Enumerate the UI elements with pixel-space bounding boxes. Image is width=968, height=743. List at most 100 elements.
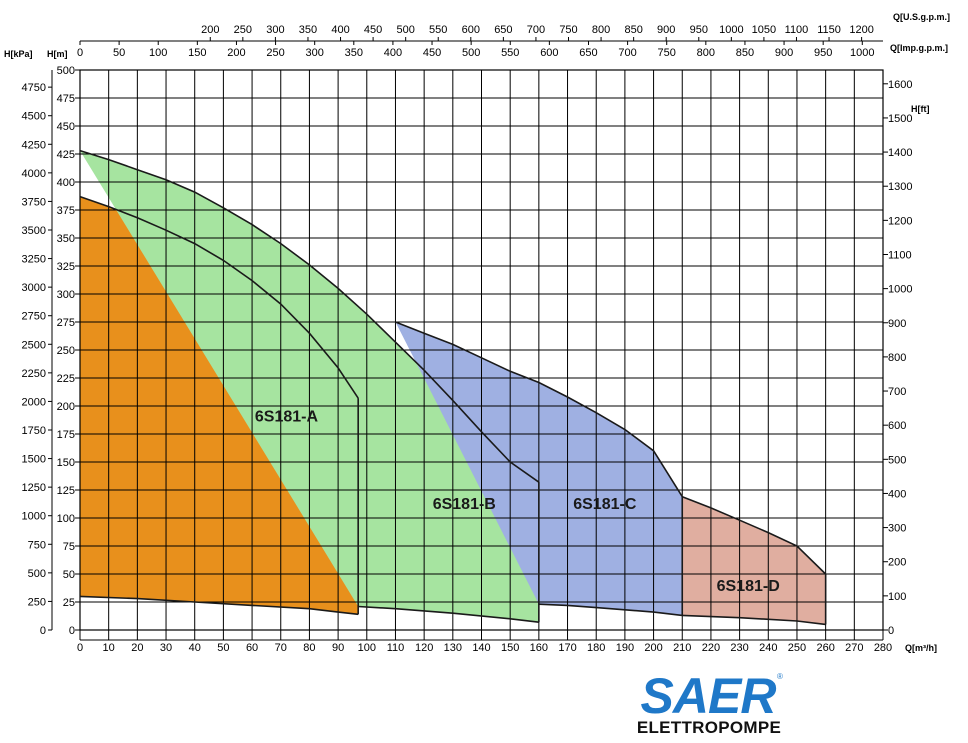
- usgpm-tick-label: 650: [494, 24, 512, 36]
- x-tick-label: 120: [415, 642, 433, 654]
- y-ft-tick-label: 900: [888, 318, 906, 330]
- y-ft-tick-label: 1000: [888, 284, 912, 296]
- x-tick-label: 0: [77, 642, 83, 654]
- impgpm-tick-label: 500: [462, 47, 480, 59]
- y-kpa-tick-label: 1250: [22, 482, 46, 494]
- impgpm-tick-label: 850: [736, 47, 754, 59]
- x-tick-label: 40: [189, 642, 201, 654]
- y-kpa-tick-label: 3500: [22, 225, 46, 237]
- usgpm-tick-label: 950: [690, 24, 708, 36]
- x-tick-label: 70: [275, 642, 287, 654]
- y-kpa-tick-label: 3000: [22, 282, 46, 294]
- x-tick-label: 180: [587, 642, 605, 654]
- impgpm-tick-label: 200: [227, 47, 245, 59]
- curve-upper-6s181-d: [682, 495, 827, 575]
- impgpm-tick-label: 0: [77, 47, 83, 59]
- y-kpa-tick-label: 4250: [22, 139, 46, 151]
- x-tick-label: 220: [702, 642, 720, 654]
- y-ft-tick-label: 200: [888, 557, 906, 569]
- y-kpa-tick-label: 1500: [22, 454, 46, 466]
- y-m-tick-label: 250: [57, 345, 75, 357]
- y-ft-tick-label: 600: [888, 420, 906, 432]
- impgpm-tick-label: 600: [540, 47, 558, 59]
- region-6s181-d: [682, 496, 826, 625]
- x-tick-label: 270: [845, 642, 863, 654]
- y-ft-tick-label: 300: [888, 523, 906, 535]
- h-ft-axis-title: H[ft]: [911, 104, 930, 114]
- impgpm-tick-label: 400: [384, 47, 402, 59]
- saer-logo: SAER ® ELETTROPOMPE: [633, 668, 785, 740]
- curve-lower-6s181-b: [358, 605, 539, 623]
- x-tick-label: 110: [387, 642, 405, 654]
- h-m-axis-title: H[m]: [47, 49, 68, 59]
- logo-brand: SAER: [640, 668, 777, 724]
- y-m-tick-label: 300: [57, 289, 75, 301]
- impgpm-tick-label: 50: [113, 47, 125, 59]
- y-m-tick-label: 400: [57, 177, 75, 189]
- impgpm-tick-label: 950: [814, 47, 832, 59]
- usgpm-tick-label: 600: [462, 24, 480, 36]
- x-tick-label: 200: [644, 642, 662, 654]
- y-m-tick-label: 75: [63, 541, 75, 553]
- y-ft-tick-label: 1500: [888, 113, 912, 125]
- y-kpa-tick-label: 1000: [22, 511, 46, 523]
- y-m-tick-label: 25: [63, 597, 75, 609]
- x-tick-label: 250: [788, 642, 806, 654]
- y-ft-tick-label: 1600: [888, 79, 912, 91]
- x-tick-label: 80: [303, 642, 315, 654]
- impgpm-tick-label: 700: [618, 47, 636, 59]
- x-tick-label: 190: [616, 642, 634, 654]
- q-usgpm-axis-title: Q[U.S.g.p.m.]: [893, 12, 950, 22]
- y-m-tick-label: 50: [63, 569, 75, 581]
- y-m-tick-label: 0: [69, 625, 75, 637]
- chart-grid: [79, 69, 884, 631]
- y-kpa-tick-label: 4000: [22, 168, 46, 180]
- y-m-tick-label: 200: [57, 401, 75, 413]
- usgpm-tick-label: 800: [592, 24, 610, 36]
- y-ft-tick-label: 1200: [888, 215, 912, 227]
- tick-labels: 0 10 20 30 40 50 60 70 80 90 100 110 120 130 140 150 160…: [22, 24, 913, 654]
- impgpm-tick-label: 800: [697, 47, 715, 59]
- y-kpa-tick-label: 2250: [22, 368, 46, 380]
- y-m-tick-label: 375: [57, 205, 75, 217]
- impgpm-tick-label: 900: [775, 47, 793, 59]
- y-m-tick-label: 225: [57, 373, 75, 385]
- impgpm-tick-label: 1000: [850, 47, 874, 59]
- y-kpa-tick-label: 2750: [22, 311, 46, 323]
- usgpm-tick-label: 1200: [849, 24, 873, 36]
- impgpm-tick-label: 300: [306, 47, 324, 59]
- y-ft-tick-label: 1400: [888, 147, 912, 159]
- y-m-tick-label: 325: [57, 261, 75, 273]
- usgpm-tick-label: 250: [234, 24, 252, 36]
- x-tick-label: 130: [444, 642, 462, 654]
- x-tick-label: 60: [246, 642, 258, 654]
- x-tick-label: 20: [131, 642, 143, 654]
- y-m-tick-label: 100: [57, 513, 75, 525]
- curve-lower-6s181-a: [79, 595, 359, 616]
- y-m-tick-label: 425: [57, 149, 75, 161]
- usgpm-tick-label: 400: [331, 24, 349, 36]
- usgpm-tick-label: 900: [657, 24, 675, 36]
- y-m-tick-label: 150: [57, 457, 75, 469]
- y-kpa-tick-label: 500: [28, 568, 46, 580]
- x-tick-label: 150: [501, 642, 519, 654]
- x-tick-label: 240: [759, 642, 777, 654]
- impgpm-tick-label: 650: [579, 47, 597, 59]
- x-tick-label: 210: [673, 642, 691, 654]
- curve-upper-6s181-a: [79, 195, 359, 399]
- y-m-tick-label: 500: [57, 65, 75, 77]
- usgpm-tick-label: 1050: [752, 24, 776, 36]
- region-label-6s181-d: 6S181-D: [717, 578, 780, 595]
- usgpm-tick-label: 750: [559, 24, 577, 36]
- impgpm-tick-label: 550: [501, 47, 519, 59]
- impgpm-tick-label: 350: [345, 47, 363, 59]
- q-m3h-axis-title: Q[m³/h]: [905, 643, 937, 653]
- usgpm-tick-label: 200: [201, 24, 219, 36]
- curve-upper-6s181-b: [79, 149, 540, 483]
- region-labels: 6S181-A 6S181-B 6S181-C 6S181-D: [255, 409, 780, 595]
- y-ft-tick-label: 800: [888, 352, 906, 364]
- y-kpa-tick-label: 4750: [22, 82, 46, 94]
- region-6s181-a: [80, 196, 359, 615]
- x-tick-label: 10: [103, 642, 115, 654]
